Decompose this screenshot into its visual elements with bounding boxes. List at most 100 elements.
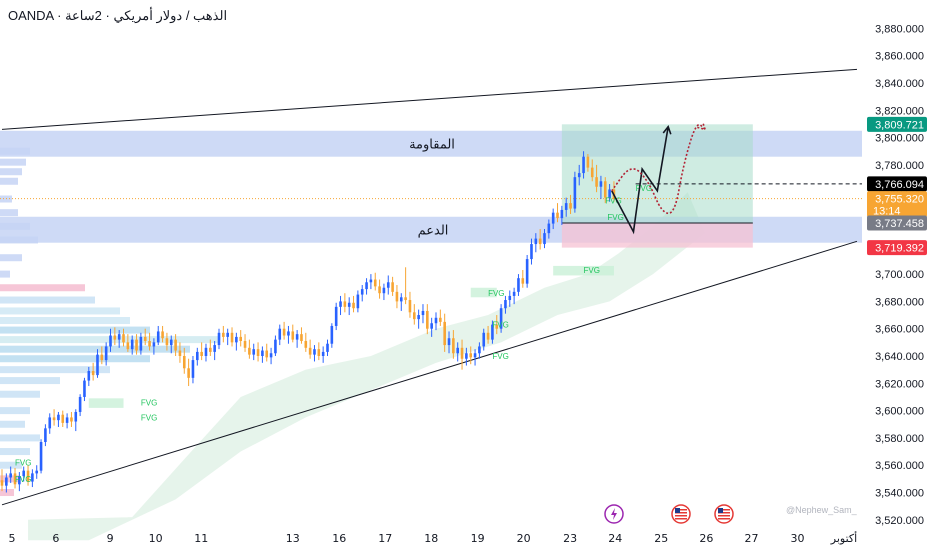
volume-profile-bar — [0, 345, 190, 353]
candle-body — [161, 331, 164, 339]
candle-body — [248, 347, 251, 355]
candle-body — [9, 473, 12, 478]
candle-body — [473, 353, 477, 358]
candle-body — [239, 336, 242, 341]
candle-body — [252, 349, 256, 355]
candle-body — [213, 345, 216, 352]
candle-body — [261, 350, 264, 356]
candle-body — [278, 328, 282, 340]
candle-body — [31, 473, 34, 482]
candle-body — [330, 325, 334, 344]
candle-body — [148, 340, 151, 347]
candle-body — [386, 282, 390, 288]
flag-stripe — [675, 509, 687, 511]
candle-body — [534, 238, 538, 245]
chart-title: OANDA · الذهب / دولار أمريكي · 2ساعة — [8, 8, 228, 23]
volume-profile-bar — [0, 284, 85, 292]
candle-body — [13, 473, 17, 485]
candle-body — [209, 347, 212, 352]
flag-stripe — [718, 518, 730, 520]
candle-body — [300, 334, 303, 341]
candle-body — [590, 167, 594, 178]
candle-body — [57, 414, 60, 421]
candle-body — [130, 339, 134, 350]
candle-body — [165, 338, 169, 346]
candle-body — [421, 310, 425, 316]
candle-body — [439, 317, 442, 322]
candle-body — [104, 346, 108, 361]
candle-body — [113, 335, 117, 340]
volume-profile-bar — [0, 158, 26, 166]
time-tick-label: 25 — [654, 532, 668, 545]
price-label-badge — [867, 116, 927, 132]
candle-body — [582, 156, 585, 174]
volume-profile-bar — [0, 377, 60, 385]
candle-body — [447, 338, 451, 346]
flag-stripe — [718, 515, 730, 517]
price-tick-label: 3,660.000 — [875, 324, 924, 336]
target-area — [561, 124, 753, 223]
volume-profile-bar — [0, 177, 18, 185]
candle-body — [408, 300, 412, 313]
volume-profile-bar — [0, 489, 14, 497]
price-label-badge — [867, 215, 927, 231]
candle-body — [265, 350, 269, 358]
price-tick-label: 3,540.000 — [875, 488, 924, 500]
candle-body — [135, 339, 138, 351]
candle-body — [122, 334, 125, 343]
candle-body — [478, 346, 481, 354]
candle-body — [182, 356, 186, 369]
candle-body — [139, 336, 143, 351]
fvg-label: FVG — [636, 184, 652, 193]
candle-body — [595, 177, 598, 187]
candle-body — [174, 339, 177, 351]
candle-body — [417, 315, 420, 320]
price-channel — [0, 68, 862, 506]
flag-stripe — [718, 512, 730, 514]
price-tick-label: 3,560.000 — [875, 460, 924, 472]
price-label-text: 3,809.721 — [875, 119, 924, 131]
time-tick-label: 27 — [745, 532, 759, 545]
candle-body — [326, 343, 329, 352]
support-zone-label: الدعم — [418, 224, 449, 239]
candle-body — [430, 323, 433, 329]
candle-body — [117, 334, 121, 340]
candlesticks — [0, 151, 616, 493]
fvg-label: FVG — [488, 289, 504, 298]
chart-background-layer — [0, 0, 862, 550]
candle-body — [508, 295, 512, 301]
price-label-text: 3,766.094 — [875, 179, 924, 191]
volume-profile-bar — [0, 254, 22, 262]
candle-body — [87, 371, 91, 381]
candle-body — [156, 331, 160, 343]
candle-body — [369, 279, 373, 283]
volume-profile-bar — [0, 475, 20, 483]
candle-body — [226, 332, 229, 337]
candle-body — [517, 278, 520, 292]
time-tick-label: 9 — [107, 532, 114, 545]
candle-body — [426, 310, 429, 329]
ichimoku-cloud — [28, 192, 706, 541]
fvg-label: FVG — [492, 321, 508, 330]
candle-body — [91, 371, 95, 376]
price-tick-label: 3,680.000 — [875, 296, 924, 308]
us-flag-event-icon — [714, 504, 734, 524]
candle-body — [18, 476, 21, 485]
candle-body — [44, 428, 47, 442]
volume-profile-bar — [0, 448, 30, 456]
candle-body — [70, 417, 73, 422]
candle-body — [83, 380, 86, 397]
time-tick-label: 30 — [791, 532, 805, 545]
candle-body — [48, 417, 52, 429]
price-tick-label: 3,600.000 — [875, 406, 924, 418]
candle-body — [560, 209, 564, 219]
fvg-label: FVG — [492, 352, 508, 361]
forecast-paths — [611, 121, 707, 235]
candle-body — [96, 354, 99, 376]
candle-body — [586, 156, 590, 168]
candle-body — [499, 308, 503, 329]
price-axis-bg — [862, 0, 932, 550]
candle-body — [551, 212, 555, 224]
candle-body — [230, 332, 234, 343]
